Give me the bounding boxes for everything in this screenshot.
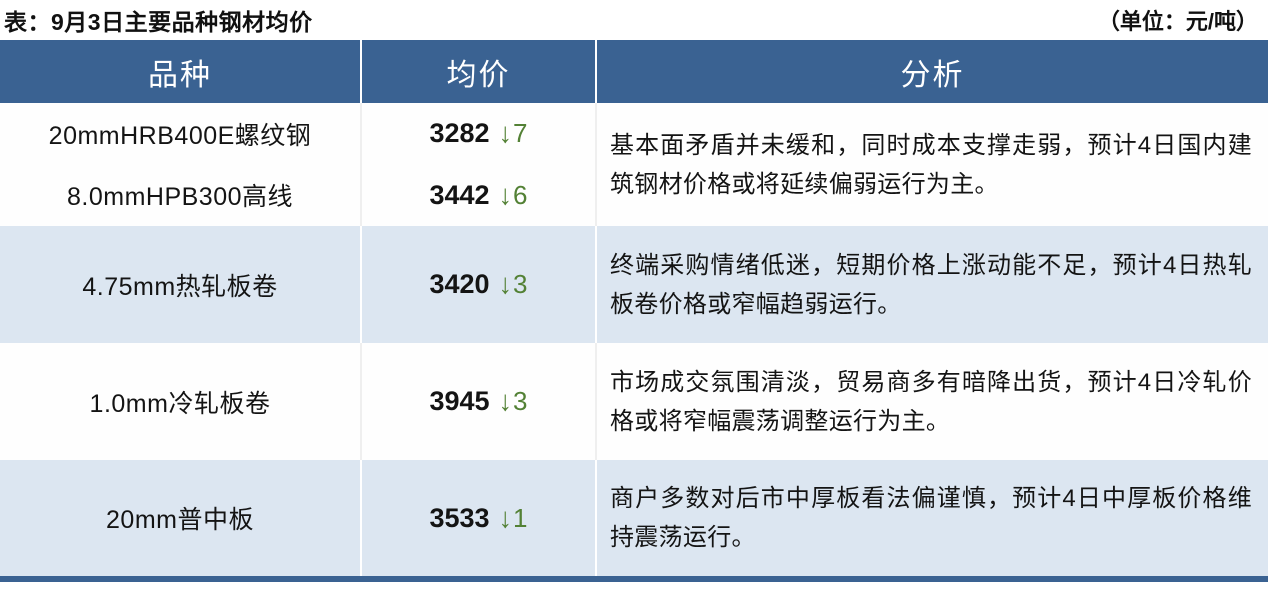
down-arrow-icon: ↓: [498, 117, 513, 149]
bottom-rule: [0, 576, 1268, 582]
table-row-hot-rolled: 4.75mm热轧板卷 3420 ↓ 3 终端采购情绪低迷，短期价格上涨动能不足，…: [0, 226, 1268, 343]
analysis-text: 基本面矛盾并未缓和，同时成本支撑走弱，预计4日国内建筑钢材价格或将延续偏弱运行为…: [610, 131, 1252, 198]
price-line: 3442 ↓ 6: [429, 178, 528, 211]
down-arrow-icon: ↓: [498, 501, 513, 534]
price-line: 3420 ↓ 3: [429, 268, 528, 300]
price-line: 3533 ↓ 1: [429, 501, 528, 534]
price-value: 3282: [429, 118, 490, 149]
header-cell-analysis: 分析: [900, 58, 965, 92]
price-change: 1: [513, 502, 528, 533]
price-line: 3945 ↓ 3: [429, 385, 528, 417]
analysis-cell: 商户多数对后市中厚板看法偏谨慎，预计4日中厚板价格维持震荡运行。: [597, 460, 1268, 576]
header-cell-price: 均价: [362, 40, 597, 103]
price-change: 3: [513, 269, 528, 299]
product-cell: 20mm普中板: [0, 460, 362, 576]
product-cell: 4.75mm热轧板卷: [0, 226, 362, 343]
price-value: 3533: [429, 502, 490, 533]
price-line: 3282 ↓ 7: [429, 117, 528, 149]
product-cell: 20mmHRB400E螺纹钢 8.0mmHPB300高线: [0, 103, 362, 226]
table-header-row: 品种 均价 分析: [0, 40, 1268, 103]
price-change: 6: [513, 179, 528, 210]
product-name: 4.75mm热轧板卷: [82, 272, 278, 301]
product-cell: 1.0mm冷轧板卷: [0, 343, 362, 460]
price-change: 7: [513, 118, 528, 149]
product-name: 20mm普中板: [106, 506, 254, 534]
table-row-cold-rolled: 1.0mm冷轧板卷 3945 ↓ 3 市场成交氛围清淡，贸易商多有暗降出货，预计…: [0, 343, 1268, 460]
price-change: 3: [513, 386, 528, 416]
price-value: 3442: [429, 179, 490, 210]
analysis-cell: 市场成交氛围清淡，贸易商多有暗降出货，预计4日冷轧价格或将窄幅震荡调整运行为主。: [597, 343, 1268, 460]
analysis-text: 商户多数对后市中厚板看法偏谨慎，预计4日中厚板价格维持震荡运行。: [610, 485, 1252, 551]
price-cell: 3420 ↓ 3: [362, 226, 597, 343]
analysis-text: 市场成交氛围清淡，贸易商多有暗降出货，预计4日冷轧价格或将窄幅震荡调整运行为主。: [610, 368, 1252, 435]
product-name: 1.0mm冷轧板卷: [89, 389, 271, 418]
down-arrow-icon: ↓: [498, 268, 513, 300]
price-table: 品种 均价 分析 20mmHRB400E螺纹钢 8.0mmHPB300高线 32…: [0, 40, 1268, 576]
header-cell-product: 品种: [0, 40, 362, 103]
price-cell: 3945 ↓ 3: [362, 343, 597, 460]
analysis-cell: 终端采购情绪低迷，短期价格上涨动能不足，预计4日热轧板卷价格或窄幅趋弱运行。: [597, 226, 1268, 343]
price-value: 3420: [429, 269, 490, 299]
unit-label: （单位：元/吨）: [1097, 9, 1258, 34]
table-row-rebar-wirerod: 20mmHRB400E螺纹钢 8.0mmHPB300高线 3282 ↓ 7 34…: [0, 103, 1268, 226]
down-arrow-icon: ↓: [498, 385, 513, 417]
table-row-medium-plate: 20mm普中板 3533 ↓ 1 商户多数对后市中厚板看法偏谨慎，预计4日中厚板…: [0, 460, 1268, 576]
analysis-cell: 基本面矛盾并未缓和，同时成本支撑走弱，预计4日国内建筑钢材价格或将延续偏弱运行为…: [597, 103, 1268, 226]
product-name: 20mmHRB400E螺纹钢: [48, 121, 312, 150]
product-name: 8.0mmHPB300高线: [66, 183, 294, 212]
down-arrow-icon: ↓: [498, 178, 513, 211]
price-value: 3945: [429, 386, 490, 416]
price-cell: 3533 ↓ 1: [362, 460, 597, 576]
table-title: 表：9月3日主要品种钢材均价: [4, 9, 313, 35]
title-bar: 表：9月3日主要品种钢材均价 （单位：元/吨）: [0, 0, 1268, 40]
analysis-text: 终端采购情绪低迷，短期价格上涨动能不足，预计4日热轧板卷价格或窄幅趋弱运行。: [610, 251, 1252, 318]
price-cell: 3282 ↓ 7 3442 ↓ 6: [362, 103, 597, 226]
